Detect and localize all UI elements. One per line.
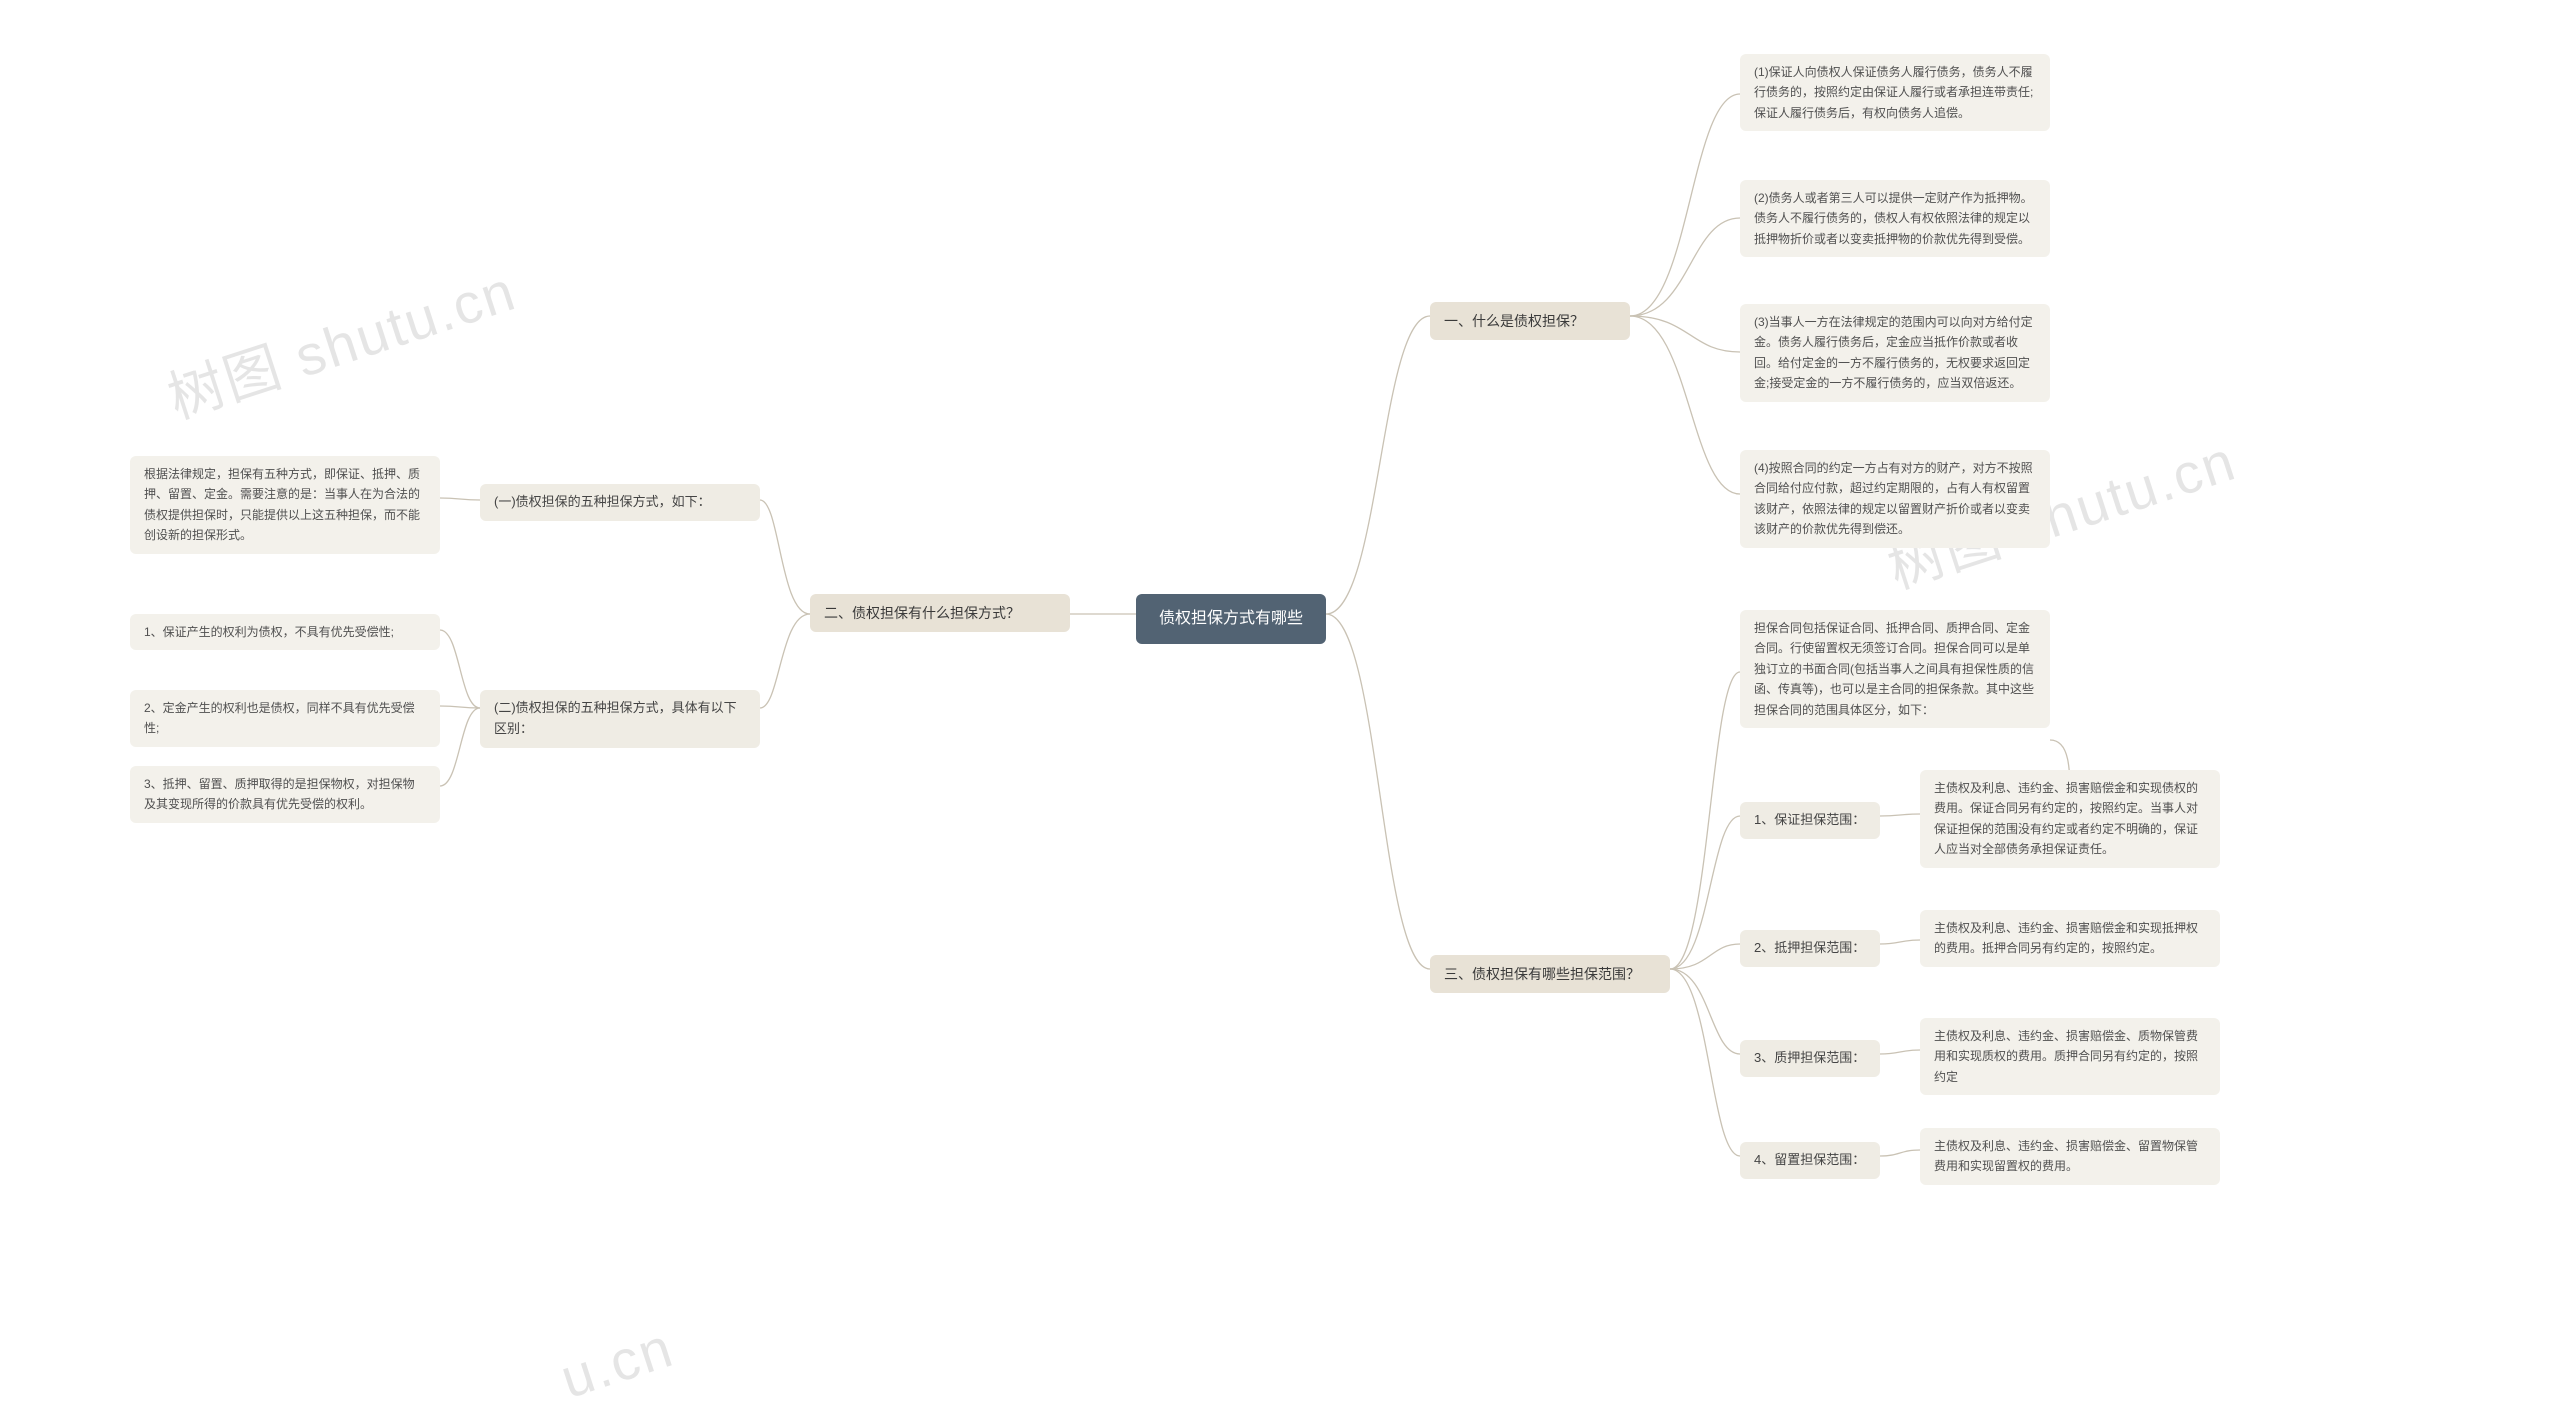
b3-item-3-label[interactable]: 3、质押担保范围： xyxy=(1740,1040,1880,1077)
branch-3[interactable]: 三、债权担保有哪些担保范围？ xyxy=(1430,955,1670,993)
b1-leaf-1: (1)保证人向债权人保证债务人履行债务，债务人不履行债务的，按照约定由保证人履行… xyxy=(1740,54,2050,131)
b2-sub2-leaf-1: 1、保证产生的权利为债权，不具有优先受偿性; xyxy=(130,614,440,650)
b2-sub-2[interactable]: (二)债权担保的五种担保方式，具体有以下区别： xyxy=(480,690,760,748)
mindmap-canvas: 树图 shutu.cn 树图 shutu.cn u.cn xyxy=(0,0,2560,1423)
b2-sub2-leaf-2: 2、定金产生的权利也是债权，同样不具有优先受偿性; xyxy=(130,690,440,747)
b1-leaf-3: (3)当事人一方在法律规定的范围内可以向对方给付定金。债务人履行债务后，定金应当… xyxy=(1740,304,2050,402)
b3-item-2-label[interactable]: 2、抵押担保范围： xyxy=(1740,930,1880,967)
b2-sub2-leaf-3: 3、抵押、留置、质押取得的是担保物权，对担保物及其变现所得的价款具有优先受偿的权… xyxy=(130,766,440,823)
b3-item-2-text: 主债权及利息、违约金、损害赔偿金和实现抵押权的费用。抵押合同另有约定的，按照约定… xyxy=(1920,910,2220,967)
b3-item-1-text: 主债权及利息、违约金、损害赔偿金和实现债权的费用。保证合同另有约定的，按照约定。… xyxy=(1920,770,2220,868)
watermark: u.cn xyxy=(553,1314,681,1411)
b1-leaf-4: (4)按照合同的约定一方占有对方的财产，对方不按照合同给付应付款，超过约定期限的… xyxy=(1740,450,2050,548)
b3-item-3-text: 主债权及利息、违约金、损害赔偿金、质物保管费用和实现质权的费用。质押合同另有约定… xyxy=(1920,1018,2220,1095)
b2-sub-1[interactable]: (一)债权担保的五种担保方式，如下： xyxy=(480,484,760,521)
b3-item-4-label[interactable]: 4、留置担保范围： xyxy=(1740,1142,1880,1179)
branch-1[interactable]: 一、什么是债权担保？ xyxy=(1430,302,1630,340)
b3-item-1-label[interactable]: 1、保证担保范围： xyxy=(1740,802,1880,839)
b2-sub1-leaf: 根据法律规定，担保有五种方式，即保证、抵押、质押、留置、定金。需要注意的是：当事… xyxy=(130,456,440,554)
watermark: 树图 shutu.cn xyxy=(156,246,525,435)
b1-leaf-2: (2)债务人或者第三人可以提供一定财产作为抵押物。债务人不履行债务的，债权人有权… xyxy=(1740,180,2050,257)
root-node[interactable]: 债权担保方式有哪些 xyxy=(1136,594,1326,644)
b3-item-4-text: 主债权及利息、违约金、损害赔偿金、留置物保管费用和实现留置权的费用。 xyxy=(1920,1128,2220,1185)
b3-intro: 担保合同包括保证合同、抵押合同、质押合同、定金合同。行使留置权无须签订合同。担保… xyxy=(1740,610,2050,728)
branch-2[interactable]: 二、债权担保有什么担保方式？ xyxy=(810,594,1070,632)
